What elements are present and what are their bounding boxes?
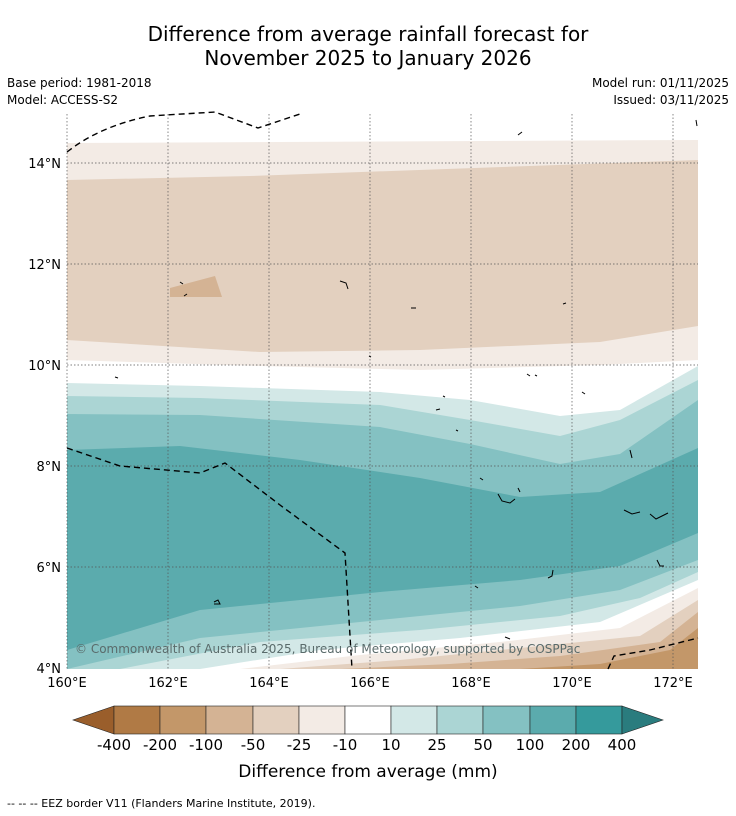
colorbar-title: Difference from average (mm) [238,762,498,782]
lon-label-168: 168°E [451,676,491,691]
map-title-line2: November 2025 to January 2026 [204,46,532,70]
island-23 [504,636,511,640]
island-6 [562,302,567,305]
lat-label-10: 10°N [28,359,61,374]
lat-label-12: 12°N [28,258,61,273]
model-run: Model run: 01/11/2025 [591,76,729,90]
colorbar-label: 400 [607,736,637,754]
colorbar-label: 50 [473,736,493,754]
colorbar-label: 25 [427,736,447,754]
colorbar-swatch-n10-10 [344,705,392,735]
island-7 [368,355,372,358]
island-21 [213,599,221,605]
island-1 [179,281,184,285]
island-3 [339,280,349,290]
copyright-text: © Commonwealth of Australia 2025, Bureau… [75,642,580,656]
colorbar-extend-high [621,705,664,735]
island-24 [695,119,698,127]
island-20 [547,569,554,579]
lon-label-172: 172°E [653,676,693,691]
islands [114,119,698,640]
island-11 [442,395,446,398]
colorbar-label: -50 [240,736,266,754]
band-n100-n50-patch [170,276,222,297]
lon-label-160: 160°E [47,676,87,691]
colorbar-label: 10 [381,736,401,754]
colorbar-label: -25 [286,736,312,754]
colorbar [72,705,664,735]
island-14 [497,487,521,504]
lon-labels: 160°E 162°E 164°E 166°E 168°E 170°E 172°… [47,676,693,691]
eez-borders [66,111,699,670]
colorbar-label: -100 [188,736,224,754]
issued-date: Issued: 03/11/2025 [613,93,729,107]
colorbar-label: 200 [561,736,591,754]
map-title: Difference from average rainfall forecas… [0,22,736,70]
island-18 [649,512,669,520]
island-15 [581,391,586,395]
island-17 [623,509,641,515]
colorbar-label: -400 [96,736,132,754]
model-name: Model: ACCESS-S2 [7,93,119,107]
eez-border-southeast [607,637,699,670]
map-title-line1: Difference from average rainfall forecas… [147,22,589,46]
lat-label-6: 6°N [37,561,62,576]
colorbar-label: -10 [332,736,358,754]
island-13 [479,477,484,481]
lat-label-14: 14°N [28,157,61,172]
band-n50-n25-north [67,160,698,352]
map-fills [67,114,698,669]
island-5 [517,131,523,136]
band-south-n100-n50 [340,612,698,669]
lon-label-162: 162°E [148,676,188,691]
base-period: Base period: 1981-2018 [7,76,152,90]
lat-label-8: 8°N [37,460,62,475]
lat-labels: 14°N 12°N 10°N 8°N 6°N 4°N [28,157,61,677]
colorbar-swatch-n25-n10 [298,705,346,735]
lon-label-164: 164°E [249,676,289,691]
island-19 [656,559,664,567]
island-10 [435,408,441,411]
island-2 [183,293,188,297]
colorbar-swatch-n200-n100 [159,705,207,735]
island-12 [455,429,459,432]
colorbar-extend-low [72,705,115,735]
colorbar-swatch-25-50 [436,705,484,735]
island-22 [474,585,479,589]
colorbar-swatch-50-100 [482,705,531,735]
colorbar-swatch-n100-n50 [205,705,254,735]
lon-label-170: 170°E [552,676,592,691]
meta-right: Model run: 01/11/2025 Issued: 03/11/2025 [592,75,729,109]
colorbar-label: -200 [142,736,178,754]
colorbar-swatch-200-400 [575,705,623,735]
band-south-n200-n100 [520,628,698,669]
colorbar-swatch-10-25 [390,705,438,735]
graticule [66,114,698,669]
colorbar-swatch-n50-n25 [252,705,300,735]
island-8 [114,376,119,379]
colorbar-label: 100 [515,736,545,754]
island-16 [629,449,633,459]
eez-border-central [66,447,353,670]
eez-footnote: -- -- -- EEZ border V11 (Flanders Marine… [7,797,316,810]
island-9 [526,373,538,377]
colorbar-swatch-n400-n200 [113,705,161,735]
lat-label-4: 4°N [37,662,62,677]
meta-left: Base period: 1981-2018 Model: ACCESS-S2 [7,75,152,109]
eez-border-north [66,111,301,153]
lon-label-166: 166°E [350,676,390,691]
colorbar-swatch-100-200 [529,705,577,735]
